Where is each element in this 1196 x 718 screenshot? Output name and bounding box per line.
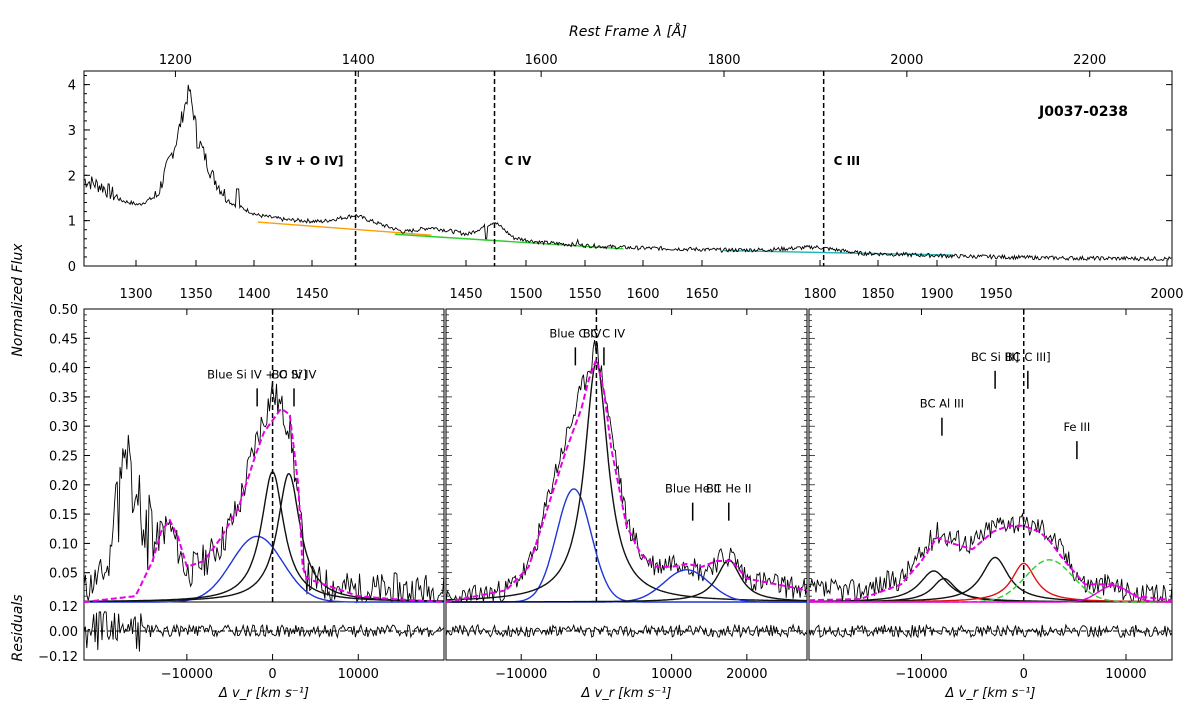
x-axis-title: Δ v_r [km s⁻¹] <box>580 686 671 701</box>
top-tick-label: 2000 <box>890 53 923 68</box>
xtick-label: 10000 <box>338 667 379 682</box>
ytick-label: 0.40 <box>49 362 78 377</box>
top-panel: Rest Frame λ [Å] J0037-0238 1200 1400 1600 18… <box>68 23 1184 302</box>
top-bottom-tick-label: 1650 <box>685 287 718 302</box>
top-ytick-label: 3 <box>68 124 76 139</box>
xtick-label: −10000 <box>161 667 213 682</box>
object-name: J0037-0238 <box>1038 104 1128 120</box>
top-bottom-tick-label: 1950 <box>979 287 1012 302</box>
fe-iii-b-component <box>809 584 1172 603</box>
residual-ytick-label: −0.12 <box>38 650 78 665</box>
xtick-label: 0 <box>1020 667 1028 682</box>
top-bottom-tick-label: 1850 <box>861 287 894 302</box>
fe-iii-component <box>809 559 1172 603</box>
bc-c-iv-component <box>445 360 807 602</box>
blue-c-iv-component <box>446 488 807 603</box>
line-marker-label: C IV <box>505 154 532 168</box>
ytick-label: 0.30 <box>49 420 78 435</box>
top-bottom-tick-label: 1500 <box>509 287 542 302</box>
top-axis-title: Rest Frame λ [Å] <box>569 23 687 40</box>
continuum-1 <box>257 221 432 236</box>
ytick-label: 0.45 <box>49 332 78 347</box>
continuum-3 <box>723 249 953 256</box>
top-tick-label: 1600 <box>525 53 558 68</box>
y-axis-title: Normalized Flux <box>10 243 26 357</box>
total-fit <box>445 358 808 603</box>
line-marker-label: S IV + O IV] <box>265 154 344 168</box>
top-tick-label: 1200 <box>159 53 192 68</box>
xtick-label: 20000 <box>726 667 767 682</box>
ytick-label: 0.35 <box>49 391 78 406</box>
annotation-label: BC C III] <box>1005 350 1051 364</box>
top-bottom-tick-label: 1400 <box>237 287 270 302</box>
top-spectrum-line <box>83 84 1172 262</box>
ytick-label: 0.20 <box>49 479 78 494</box>
top-ytick-label: 4 <box>68 79 76 94</box>
xtick-label: −10000 <box>495 667 547 682</box>
top-bottom-tick-label: 1600 <box>626 287 659 302</box>
top-bottom-tick-label: 1900 <box>920 287 953 302</box>
top-ytick-label: 1 <box>68 215 76 230</box>
annotation-label: Blue Si IV + O IV] <box>207 367 307 381</box>
xtick-label: 0 <box>592 667 600 682</box>
annotation-label: BC He II <box>706 482 752 496</box>
xtick-label: 10000 <box>651 667 692 682</box>
ytick-label: 0.25 <box>49 450 78 465</box>
top-bottom-tick-label: 1450 <box>295 287 328 302</box>
top-frame <box>83 70 1173 267</box>
top-tick-label: 1800 <box>707 53 740 68</box>
panel-frame <box>83 308 445 603</box>
residual-ytick-label: 0.00 <box>49 625 78 640</box>
xtick-label: −10000 <box>895 667 947 682</box>
c-iv-panel: −10000 0 10000 20000 Δ v_r [km s⁻¹] Blue C IV… <box>445 308 808 701</box>
top-tick-label: 2200 <box>1073 53 1106 68</box>
bc-si-iv-b-component <box>84 472 444 603</box>
ytick-label: 0.15 <box>49 508 78 523</box>
ytick-label: 0.50 <box>49 303 78 318</box>
top-bottom-tick-label: 1550 <box>568 287 601 302</box>
line-marker-label: C III <box>834 154 860 168</box>
x-axis-title: Δ v_r [km s⁻¹] <box>218 686 309 701</box>
annotation-label: BC C IV <box>583 326 625 340</box>
ytick-label: 0.05 <box>49 567 78 582</box>
annotation-label: Blue He II <box>665 482 720 496</box>
x-axis-title: Δ v_r [km s⁻¹] <box>944 686 1035 701</box>
top-ytick-label: 2 <box>68 169 76 184</box>
observed-spectrum <box>808 512 1173 604</box>
xtick-label: 10000 <box>1105 667 1146 682</box>
top-bottom-tick-label: 1800 <box>803 287 836 302</box>
residuals-axis-title: Residuals <box>10 594 26 661</box>
residual-line <box>808 623 1173 639</box>
annotation-label: BC Si III] <box>971 350 1019 364</box>
residual-line <box>445 623 808 639</box>
top-ytick-label: 0 <box>68 260 76 275</box>
top-tick-label: 1400 <box>342 53 375 68</box>
continuum-2 <box>394 233 624 250</box>
bc-he-ii-component <box>446 559 807 603</box>
top-bottom-tick-label: 2000 <box>1150 287 1183 302</box>
xtick-label: 0 <box>268 667 276 682</box>
annotation-label: BC Si IV <box>272 367 317 381</box>
total-fit <box>809 524 1172 602</box>
residual-ytick-label: 0.12 <box>49 600 78 615</box>
top-bottom-tick-label: 1450 <box>449 287 482 302</box>
top-bottom-tick-label: 1350 <box>179 287 212 302</box>
residual-line <box>83 611 445 652</box>
observed-spectrum <box>445 340 808 603</box>
annotation-label: BC Al III <box>920 397 964 411</box>
bc-si-iv-a-component <box>84 471 444 602</box>
blue-si-iv-component <box>84 535 444 603</box>
observed-spectrum <box>83 382 445 604</box>
annotation-label: Blue C IV <box>549 326 601 340</box>
si-iv-panel: 0.05 0.10 0.15 0.20 0.25 0.30 0.35 0.40 0.45 0.50… <box>38 303 445 701</box>
top-bottom-tick-label: 1300 <box>119 287 152 302</box>
ytick-label: 0.10 <box>49 537 78 552</box>
total-fit <box>83 407 444 603</box>
annotation-label: Fe III <box>1063 420 1090 434</box>
c-iii-panel: −10000 0 10000 Δ v_r [km s⁻¹] BC Al III BC Si… <box>808 308 1173 701</box>
